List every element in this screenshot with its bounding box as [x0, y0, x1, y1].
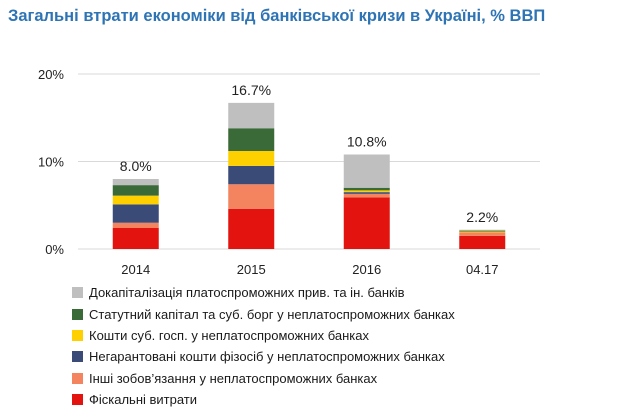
bar-segment [459, 230, 506, 232]
bar-segment [459, 232, 506, 236]
legend-swatch [72, 372, 83, 384]
legend-swatch [72, 351, 83, 363]
x-tick-label: 2016 [352, 262, 381, 277]
bar-segment [228, 208, 275, 249]
bar-segment [228, 184, 275, 209]
bar-segment [228, 128, 275, 151]
bar-segment [459, 229, 506, 231]
bar-segment [343, 187, 390, 191]
legend-label: Негарантовані кошти фізосіб у неплатоспр… [89, 349, 445, 365]
x-tick-label: 2014 [121, 262, 150, 277]
bar-segment [343, 197, 390, 249]
chart-title: Загальні втрати економіки від банківсько… [8, 7, 546, 25]
bar-segment [228, 165, 275, 185]
total-label: 8.0% [120, 158, 152, 174]
bar-segment [112, 185, 159, 196]
bar-segment [112, 222, 159, 228]
y-tick-label: 20% [38, 67, 64, 82]
legend-item: Фіскальні витрати [72, 389, 612, 410]
bar-segment [343, 154, 390, 188]
legend-label: Фіскальні витрати [89, 392, 198, 408]
bar-segment [459, 231, 506, 233]
legend-label: Статутний капітал та суб. борг у неплато… [89, 306, 455, 322]
bar-segment [459, 235, 506, 249]
x-tick-label: 04.17 [466, 262, 499, 277]
legend-swatch [72, 394, 83, 406]
legend-item: Докапіталізація платоспроможних прив. та… [72, 282, 612, 303]
legend-item: Статутний капітал та суб. борг у неплато… [72, 303, 612, 324]
bar-segment [112, 179, 159, 186]
bar-segment [228, 102, 275, 129]
legend-label: Докапіталізація платоспроможних прив. та… [89, 285, 405, 301]
total-label: 10.8% [347, 134, 387, 150]
y-tick-label: 10% [38, 155, 64, 170]
x-tick-label: 2015 [237, 262, 266, 277]
legend-swatch [72, 287, 83, 299]
bar-segment [343, 193, 390, 198]
total-label: 16.7% [231, 82, 271, 98]
legend-swatch [72, 329, 83, 341]
stacked-bar-chart: 0% 10% 20% 8.0% 2014 16.7% 2015 10.8% 2016 2.2% 04… [38, 67, 540, 277]
bar-segment [228, 151, 275, 166]
bar-segment [112, 228, 159, 249]
bar-segment [343, 190, 390, 193]
bar-segment [343, 192, 390, 194]
total-label: 2.2% [466, 209, 498, 225]
legend-item: Інші зобов’язання у неплатоспроможних ба… [72, 368, 612, 389]
bar-segment [112, 204, 159, 223]
legend-item: Кошти суб. госп. у неплатоспроможних бан… [72, 325, 612, 346]
legend-swatch [72, 308, 83, 320]
legend-label: Кошти суб. госп. у неплатоспроможних бан… [89, 327, 369, 343]
legend-label: Інші зобов’язання у неплатоспроможних ба… [89, 370, 378, 386]
bar-segment [112, 195, 159, 205]
y-tick-label: 0% [45, 242, 64, 257]
chart-legend: Докапіталізація платоспроможних прив. та… [72, 282, 612, 410]
legend-item: Негарантовані кошти фізосіб у неплатоспр… [72, 346, 612, 367]
